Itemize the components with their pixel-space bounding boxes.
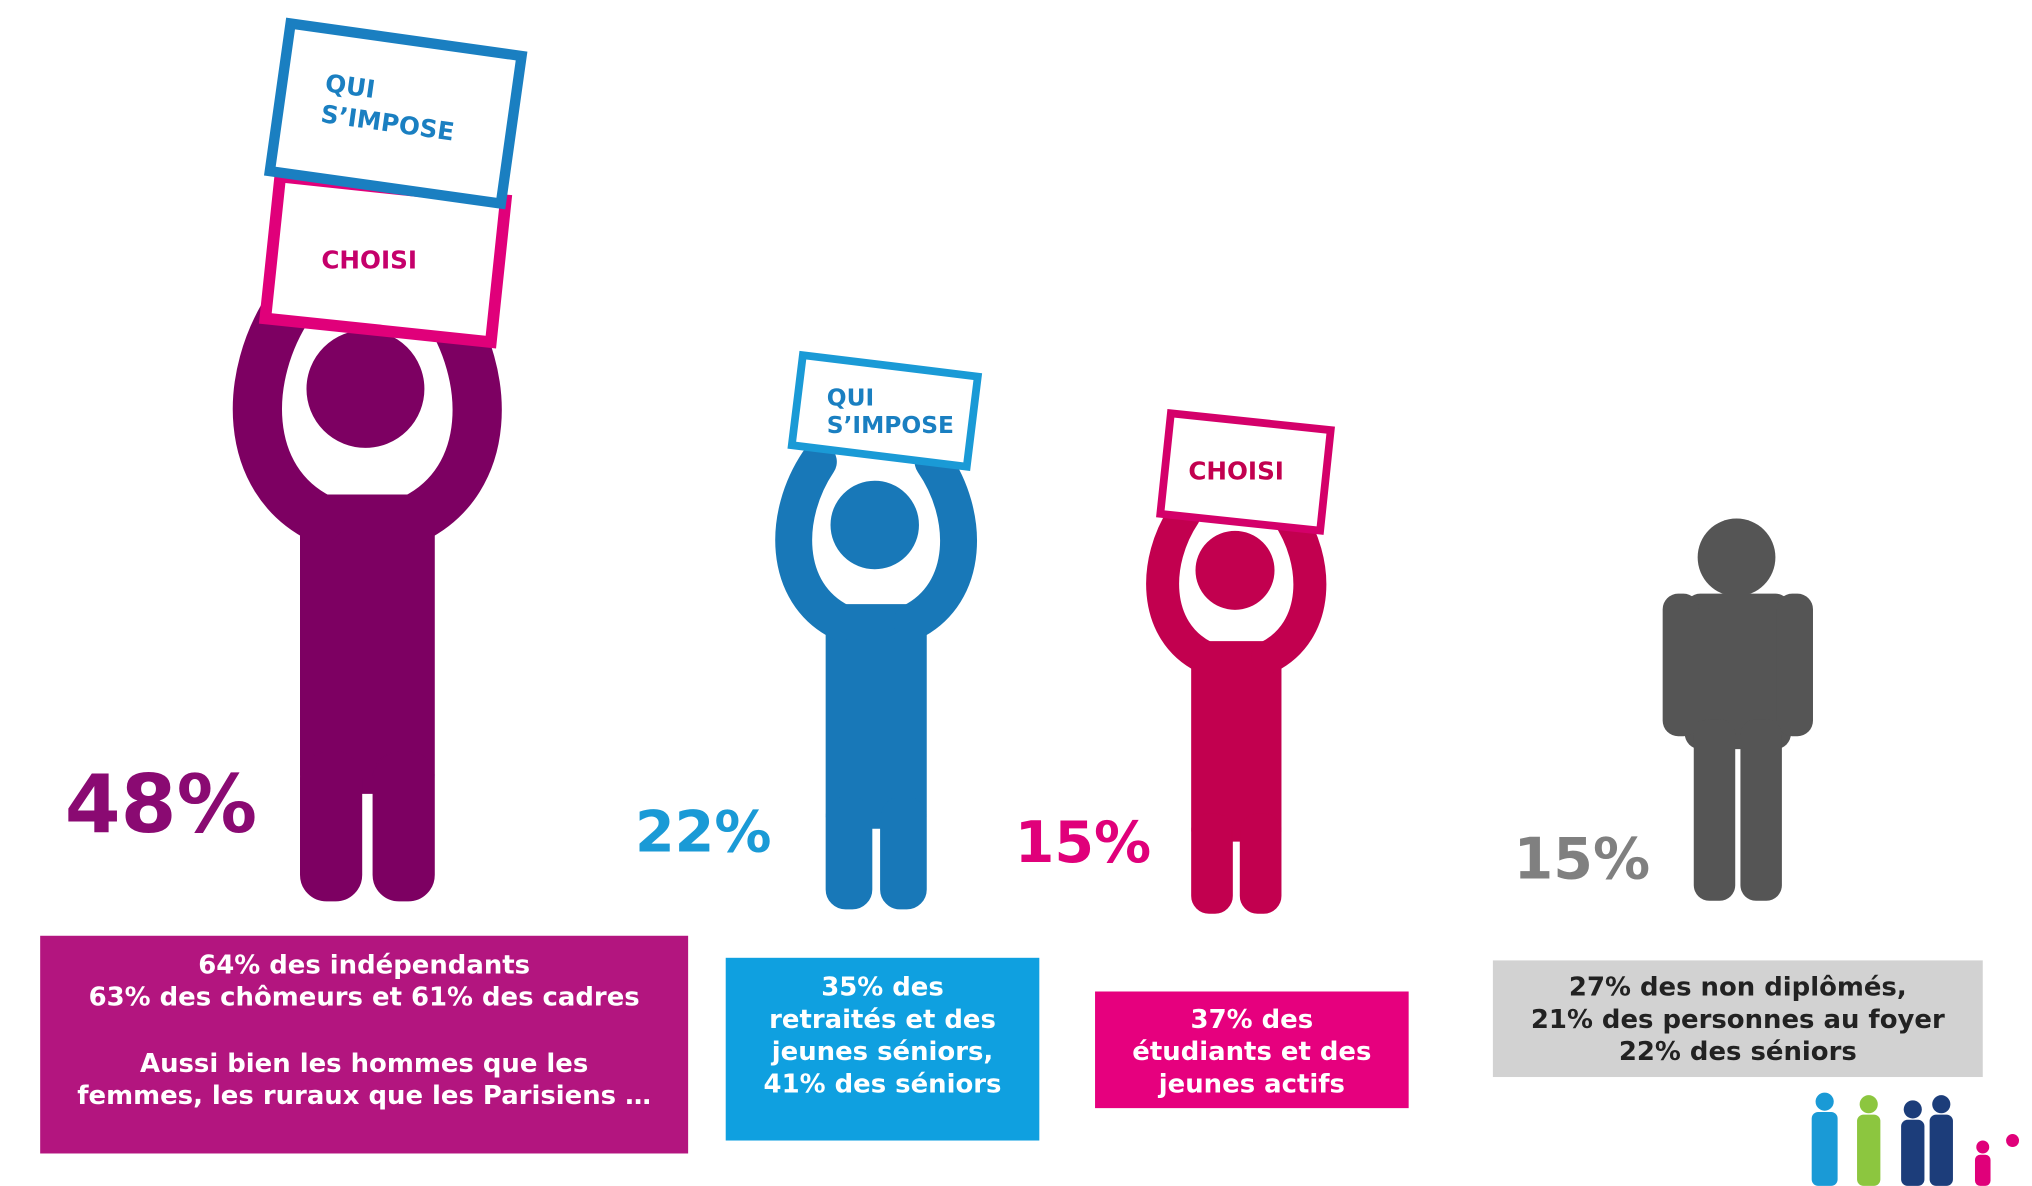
description-line: 63% des chômeurs et 61% des cadres xyxy=(89,983,640,1013)
percent: 22% xyxy=(635,800,771,866)
figure-gray xyxy=(1662,518,1813,901)
sign-label: QUI xyxy=(323,68,377,104)
figure-blue xyxy=(794,462,959,909)
description-box xyxy=(40,935,689,1154)
percent: 15% xyxy=(1514,827,1650,893)
description-line: jeunes séniors, xyxy=(771,1037,994,1067)
percent: 48% xyxy=(65,757,257,851)
description-box xyxy=(725,957,1040,1141)
sign-label: CHOISI xyxy=(1188,457,1284,486)
sign-label: QUI xyxy=(827,385,874,412)
sign-qui-simpose xyxy=(263,17,528,210)
description-line: jeunes actifs xyxy=(1158,1070,1345,1100)
description-line: 27% des non diplômés, xyxy=(1569,972,1907,1002)
sign-choisi xyxy=(1156,409,1335,535)
description-line: étudiants et des xyxy=(1132,1037,1371,1067)
description-line: Aussi bien les hommes que les xyxy=(140,1049,588,1079)
description-line: 37% des xyxy=(1191,1005,1314,1035)
description-line: 21% des personnes au foyer xyxy=(1531,1005,1945,1035)
percent: 15% xyxy=(1015,810,1151,876)
description-line: retraités et des xyxy=(769,1005,996,1035)
figure-crimson xyxy=(1163,514,1310,913)
description-line: femmes, les ruraux que les Parisiens … xyxy=(77,1081,651,1111)
description-line: 41% des séniors xyxy=(764,1070,1002,1100)
figure-purple xyxy=(257,305,477,901)
decorative-people xyxy=(1811,1092,2020,1186)
description-box xyxy=(1492,960,1983,1078)
description-line: 35% des xyxy=(821,972,944,1002)
sign-label: S’IMPOSE xyxy=(827,412,954,439)
description-box xyxy=(1095,991,1409,1109)
sign-label: CHOISI xyxy=(321,245,417,274)
description-line: 64% des indépendants xyxy=(198,950,530,980)
sign-qui-simpose xyxy=(787,350,983,471)
description-line: 22% des séniors xyxy=(1619,1037,1857,1067)
